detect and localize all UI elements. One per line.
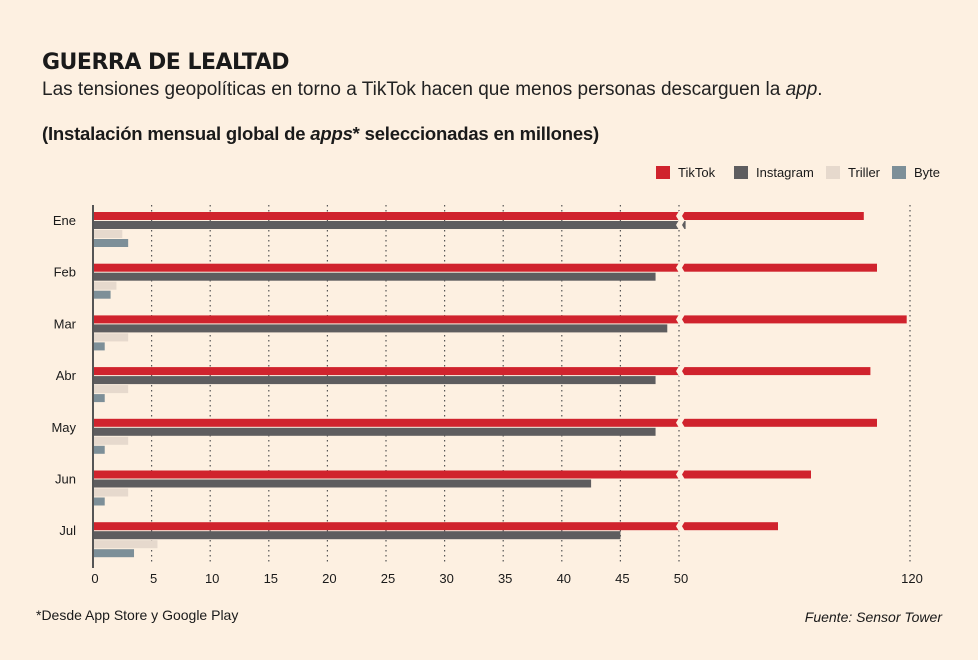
bar: [93, 221, 686, 229]
axis-break-mark: [676, 211, 685, 221]
legend-label: TikTok: [678, 165, 716, 180]
category-label: Abr: [56, 368, 77, 383]
legend-label: Triller: [848, 165, 881, 180]
bar: [93, 230, 123, 238]
bar: [93, 418, 877, 427]
subtitle-text: Las tensiones geopolíticas en torno a Ti…: [42, 79, 786, 100]
x-tick-label: 30: [439, 571, 453, 586]
bar: [93, 239, 129, 247]
legend-item-instagram: Instagram: [734, 165, 814, 180]
bar: [93, 540, 158, 549]
chart-subtitle: Las tensiones geopolíticas en torno a Ti…: [42, 79, 823, 101]
axis-break-mark: [676, 262, 685, 273]
x-tick-label: 15: [264, 571, 278, 586]
legend-label: Instagram: [756, 165, 814, 180]
x-tick-label: 45: [615, 571, 629, 586]
source-credit: Fuente: Sensor Tower: [804, 609, 942, 625]
x-tick-label: 10: [205, 571, 219, 586]
bar: [93, 342, 105, 351]
bar: [93, 479, 592, 488]
subtitle-emphasis: app: [785, 79, 818, 100]
legend-label: Byte: [914, 165, 941, 180]
legend-swatch: [656, 166, 670, 179]
axis-break-mark: [676, 417, 685, 428]
legend-item-triller: Triller: [826, 165, 880, 180]
legend-swatch: [892, 166, 906, 179]
bar: [93, 522, 778, 531]
legend-swatch: [734, 166, 748, 179]
category-label: Ene: [53, 213, 76, 228]
bar: [93, 436, 129, 445]
category-label: Jun: [55, 472, 76, 487]
x-tick-label: 0: [91, 571, 98, 586]
category-label: Mar: [54, 316, 77, 331]
chart-legend: TikTok Instagram Triller Byte: [656, 165, 956, 185]
category-label: May: [51, 420, 76, 435]
axis-break-mark: [676, 469, 685, 480]
x-tick-label: 120: [901, 571, 923, 586]
category-label: Jul: [59, 523, 76, 538]
bar: [93, 324, 668, 333]
category-label: Feb: [54, 265, 76, 280]
bar: [93, 290, 111, 299]
chart-heading: (Instalación mensual global de apps* sel…: [42, 123, 599, 145]
heading-emphasis: apps: [310, 123, 353, 144]
x-tick-label: 35: [498, 571, 512, 586]
bar: [93, 445, 105, 454]
bar: [93, 272, 656, 281]
bar: [93, 394, 105, 403]
bar: [93, 263, 877, 272]
axis-break-mark: [676, 314, 685, 325]
footnote: *Desde App Store y Google Play: [36, 607, 239, 623]
bar: [93, 281, 117, 290]
x-tick-label: 5: [150, 571, 157, 586]
bar: [93, 315, 907, 324]
chart-title: GUERRA DE LEALTAD: [42, 50, 290, 75]
bar: [93, 376, 656, 385]
bar: [93, 470, 811, 479]
axis-break-mark: [676, 521, 685, 532]
x-tick-label: 20: [322, 571, 336, 586]
legend-item-tiktok: TikTok: [656, 165, 715, 180]
heading-text: (Instalación mensual global de: [42, 123, 311, 144]
bar: [93, 385, 129, 394]
axis-break-mark: [676, 220, 685, 230]
bar: [93, 367, 871, 376]
x-tick-label: 40: [557, 571, 571, 586]
bar: [93, 212, 864, 220]
x-tick-label: 50: [674, 571, 688, 586]
bar: [93, 488, 129, 497]
bar: [93, 549, 135, 558]
subtitle-end: .: [817, 79, 823, 100]
x-tick-label: 25: [381, 571, 395, 586]
legend-item-byte: Byte: [892, 165, 940, 180]
bar: [93, 333, 129, 342]
bar-chart: Ene Feb Mar Abr May Jun Jul 0 5 10 15 20 25 30 35 40 45 5…: [51, 205, 923, 586]
axis-break-mark: [676, 366, 685, 377]
bar: [93, 427, 656, 436]
legend-swatch: [826, 166, 840, 179]
heading-text-end: * seleccionadas en millones): [352, 123, 600, 144]
bar: [93, 497, 105, 506]
bar: [93, 531, 621, 540]
